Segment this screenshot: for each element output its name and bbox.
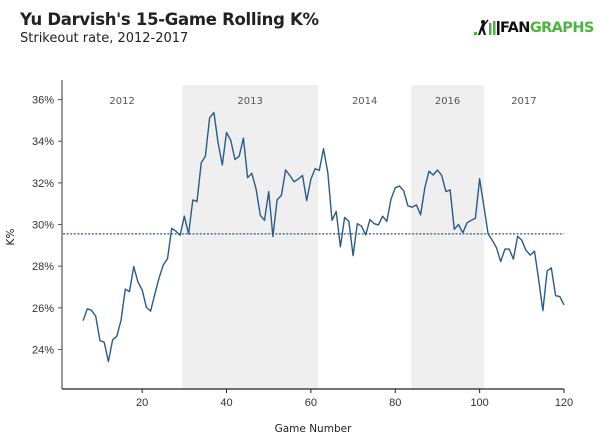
y-tick-label: 32% <box>32 178 54 190</box>
x-tick-label: 20 <box>136 397 148 409</box>
y-tick-label: 30% <box>32 220 54 232</box>
logo-text-fan: FAN <box>500 20 530 36</box>
y-axis-title: K% <box>5 229 17 246</box>
season-label-2014: 2014 <box>352 96 377 107</box>
x-tick-label: 120 <box>555 397 573 409</box>
batter-bars-icon <box>474 19 500 35</box>
y-tick-label: 34% <box>32 136 54 148</box>
season-band-2013 <box>182 85 319 389</box>
y-tick-label: 26% <box>32 303 54 315</box>
season-label-2013: 2013 <box>237 96 262 107</box>
series-line-k-percent <box>82 111 565 363</box>
x-tick-label: 60 <box>305 397 317 409</box>
y-axis-ticks: 24% 26% 28% 30% 32% 34% 36% <box>32 95 62 356</box>
x-axis-ticks: 20 40 60 80 100 120 <box>136 389 573 409</box>
axes <box>61 80 564 390</box>
y-tick-label: 36% <box>32 95 54 107</box>
x-tick-label: 40 <box>220 397 232 409</box>
y-tick-label: 24% <box>32 344 54 356</box>
season-label-2017: 2017 <box>511 96 536 107</box>
y-tick-label: 28% <box>32 261 54 273</box>
chart-title: Yu Darvish's 15-Game Rolling K% <box>20 10 319 29</box>
logo-text-graphs: GRAPHS <box>529 20 595 36</box>
season-bands <box>182 85 484 389</box>
fangraphs-logo: FAN GRAPHS <box>474 18 594 38</box>
x-tick-label: 80 <box>389 397 401 409</box>
season-labels: 2012 2013 2014 2016 2017 <box>109 96 536 107</box>
season-label-2012: 2012 <box>109 96 134 107</box>
season-band-2016 <box>411 85 484 389</box>
x-axis-title: Game Number <box>275 423 352 435</box>
chart-subtitle: Strikeout rate, 2012-2017 <box>20 31 189 46</box>
season-label-2016: 2016 <box>435 96 460 107</box>
x-tick-label: 100 <box>470 397 488 409</box>
